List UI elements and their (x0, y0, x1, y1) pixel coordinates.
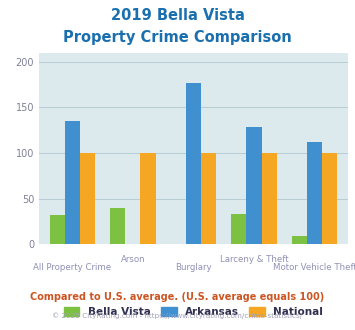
Bar (80, 153, 95, 244)
Bar (246, 127, 262, 244)
Text: Burglary: Burglary (175, 263, 212, 272)
Text: Property Crime Comparison: Property Crime Comparison (63, 30, 292, 45)
Text: All Property Crime: All Property Crime (33, 263, 111, 272)
Text: Motor Vehicle Theft: Motor Vehicle Theft (273, 263, 355, 272)
Text: Arson: Arson (121, 255, 145, 264)
Bar (292, 236, 307, 244)
Bar (50, 215, 65, 244)
Bar (65, 121, 80, 244)
Bar (186, 83, 201, 244)
Bar (262, 153, 277, 244)
Bar (201, 153, 216, 244)
Legend: Bella Vista, Arkansas, National: Bella Vista, Arkansas, National (60, 303, 327, 321)
Text: Larceny & Theft: Larceny & Theft (220, 255, 288, 264)
Bar (110, 208, 125, 244)
Bar (231, 214, 246, 244)
Text: 2019 Bella Vista: 2019 Bella Vista (110, 8, 245, 23)
Text: © 2025 CityRating.com - https://www.cityrating.com/crime-statistics/: © 2025 CityRating.com - https://www.city… (53, 312, 302, 318)
Bar (307, 142, 322, 244)
Text: Compared to U.S. average. (U.S. average equals 100): Compared to U.S. average. (U.S. average … (31, 292, 324, 302)
Bar (322, 153, 337, 244)
Bar (141, 153, 155, 244)
